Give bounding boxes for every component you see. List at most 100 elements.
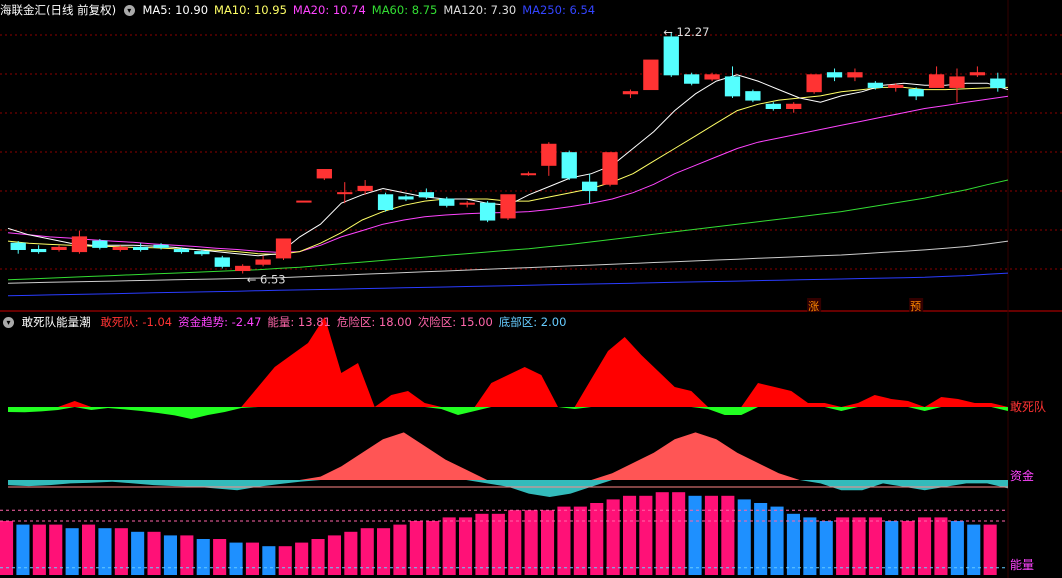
candle-body xyxy=(255,259,271,265)
energy-bar xyxy=(163,535,177,575)
energy-bar xyxy=(983,524,997,575)
candle-body xyxy=(112,246,128,250)
indicator-title: 敢死队能量潮 xyxy=(21,315,91,329)
signal-marker-bg xyxy=(807,298,822,312)
energy-bar xyxy=(114,528,128,575)
energy-bar xyxy=(967,524,981,575)
candle-body xyxy=(867,82,883,88)
energy-bar xyxy=(721,495,735,575)
energy-bar xyxy=(606,499,620,575)
candle-body xyxy=(928,74,945,88)
energy-bar xyxy=(344,531,358,575)
candle-body xyxy=(826,72,843,78)
energy-bar xyxy=(0,521,14,575)
candle-body xyxy=(153,244,169,248)
candle-body xyxy=(418,192,435,198)
signal-marker: 涨 xyxy=(808,300,819,313)
energy-bar xyxy=(147,531,161,575)
indicator-legend-item: 敢死队: -1.04 xyxy=(100,315,173,329)
indicator-legend-item: 底部区: 2.00 xyxy=(498,315,567,329)
energy-bar xyxy=(868,517,882,575)
energy-bar xyxy=(327,535,341,575)
energy-bar xyxy=(639,495,653,575)
candle-body xyxy=(520,173,537,176)
indicator-legend-item: 资金趋势: -2.47 xyxy=(178,315,262,329)
energy-bar xyxy=(541,510,555,575)
energy-bar xyxy=(950,521,964,575)
energy-bar xyxy=(311,539,325,575)
energy-bar xyxy=(295,542,309,575)
energy-bar xyxy=(524,510,538,575)
energy-bar xyxy=(409,521,423,575)
energy-bar xyxy=(49,524,63,575)
energy-bar xyxy=(819,521,833,575)
energy-bar xyxy=(885,521,899,575)
candle-body xyxy=(275,238,292,259)
ma-legend-item: MA20: 10.74 xyxy=(292,3,366,17)
energy-bar xyxy=(688,495,702,575)
candle-body xyxy=(51,246,67,250)
candle-body xyxy=(173,248,190,253)
energy-bar xyxy=(196,539,210,575)
candle-body xyxy=(459,202,475,205)
ma-legend-item: MA60: 8.75 xyxy=(371,3,438,17)
ma-legend: MA5: 10.90 MA10: 10.95 MA20: 10.74 MA60: 8.… xyxy=(142,3,601,17)
candle-body xyxy=(908,89,924,97)
moving-average-lines xyxy=(7,74,1009,297)
energy-bar xyxy=(901,521,915,575)
candle-body xyxy=(235,265,251,272)
indicator-legend-item: 能量: 13.81 xyxy=(267,315,331,329)
energy-bar xyxy=(459,517,473,575)
candle-body xyxy=(133,246,149,250)
indicator-legend-item: 次险区: 15.00 xyxy=(417,315,493,329)
candle-body xyxy=(990,78,1006,88)
label-gansidui: 敢死队 xyxy=(1010,400,1047,414)
energy-bar xyxy=(934,517,948,575)
energy-bar xyxy=(262,546,276,575)
energy-bar xyxy=(590,503,604,575)
indicator-legend: 敢死队: -1.04 资金趋势: -2.47 能量: 13.81 危险区: 18.00… xyxy=(100,315,572,329)
energy-bar xyxy=(508,510,522,575)
energy-bar xyxy=(393,524,407,575)
candle-body xyxy=(500,194,516,219)
energy-bar xyxy=(98,528,112,575)
energy-bar xyxy=(360,528,374,575)
candle-body xyxy=(643,59,659,91)
energy-bar xyxy=(229,542,243,575)
energy-bar xyxy=(213,539,227,575)
energy-bar xyxy=(573,506,587,575)
candle-body xyxy=(663,36,679,76)
energy-bar xyxy=(16,524,30,575)
chevron-down-icon[interactable]: ▾ xyxy=(123,5,135,16)
main-header: 海联金汇(日线 前复权) ▾ MA5: 10.90 MA10: 10.95 MA20… xyxy=(0,2,601,18)
candle-body xyxy=(214,257,230,267)
energy-bar xyxy=(557,506,571,575)
candlesticks xyxy=(10,31,1006,274)
price-annotations: ← 12.27 ← 6.53 涨 预 xyxy=(247,25,924,313)
signal-marker-bg xyxy=(909,298,924,312)
stock-title: 海联金汇(日线 前复权) xyxy=(0,3,117,17)
ma60-line xyxy=(7,179,1009,281)
energy-bar xyxy=(491,513,505,575)
ma5-line xyxy=(7,74,1009,257)
indicator-header: ▾ 敢死队能量潮 敢死队: -1.04 资金趋势: -2.47 能量: 13.81 危… xyxy=(0,314,572,330)
energy-bar xyxy=(786,513,800,575)
energy-bar xyxy=(278,546,292,575)
candle-body xyxy=(806,74,822,93)
zijin-positive-area xyxy=(8,432,1008,480)
candle-body xyxy=(357,185,373,192)
energy-bar xyxy=(704,495,718,575)
candle-body xyxy=(561,152,577,179)
candle-body xyxy=(316,169,332,179)
ma20-line xyxy=(7,95,1009,253)
candle-body xyxy=(602,152,618,185)
chevron-down-icon[interactable]: ▾ xyxy=(3,317,14,328)
energy-bar xyxy=(623,495,637,575)
candle-body xyxy=(888,84,904,88)
candle-body xyxy=(194,251,210,255)
ma10-line xyxy=(7,86,1009,256)
candle-body xyxy=(622,91,639,95)
energy-bar xyxy=(754,503,768,575)
energy-bar xyxy=(770,506,784,575)
